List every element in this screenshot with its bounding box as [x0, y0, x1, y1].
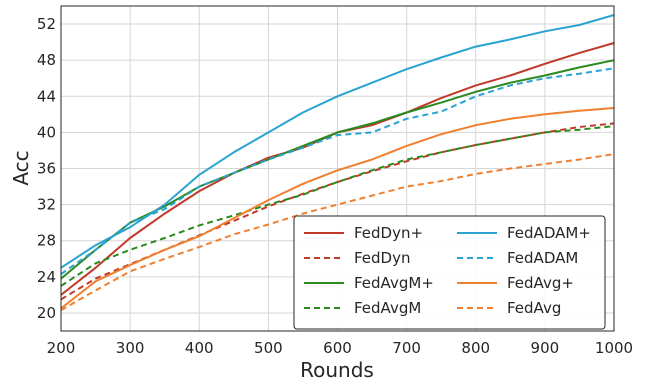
x-tick-label: 700 [392, 339, 421, 357]
y-tick-label: 36 [37, 160, 56, 178]
series-line-fedadam [60, 67, 615, 275]
x-tick-label: 900 [531, 339, 560, 357]
y-tick-labels: 20 24 28 32 36 40 44 48 52 [37, 15, 56, 322]
y-tick-label: 52 [37, 15, 56, 33]
y-tick-label: 40 [37, 123, 56, 141]
legend-label: FedADAM+ [507, 224, 591, 242]
x-tick-label: 300 [116, 339, 145, 357]
x-tick-label: 500 [254, 339, 283, 357]
x-tick-labels: 200 300 400 500 600 700 800 900 1000 [47, 339, 633, 357]
x-tick-label: 400 [185, 339, 214, 357]
x-tick-label: 1000 [595, 339, 633, 357]
x-tick-label: 600 [323, 339, 352, 357]
y-tick-label: 24 [37, 268, 56, 286]
series-line-fedadam-plus [60, 14, 615, 269]
series-line-fedavgm [60, 125, 615, 287]
y-axis-label: Acc [9, 150, 33, 185]
y-tick-label: 20 [37, 304, 56, 322]
x-tick-label: 800 [461, 339, 490, 357]
y-tick-label: 32 [37, 196, 56, 214]
series-lines [60, 14, 615, 312]
series-line-fedavg [60, 153, 615, 312]
legend-label: FedDyn+ [354, 224, 423, 242]
plot-frame [60, 5, 615, 332]
y-tick-label: 28 [37, 232, 56, 250]
legend: FedDyn+ FedDyn FedAvgM+ FedAvgM FedADAM+ FedA… [293, 215, 606, 330]
x-axis-label: Rounds [300, 358, 374, 382]
legend-label: FedAvgM+ [354, 274, 434, 292]
legend-label: FedAvg+ [507, 274, 574, 292]
series-line-fedavg-plus [60, 107, 615, 310]
legend-label: FedAvg [507, 299, 561, 317]
legend-label: FedADAM [507, 249, 578, 267]
y-tick-label: 48 [37, 51, 56, 69]
legend-label: FedAvgM [354, 299, 421, 317]
legend-box [293, 215, 606, 330]
x-tick-label: 200 [47, 339, 76, 357]
y-tick-label: 44 [37, 87, 56, 105]
legend-label: FedDyn [354, 249, 411, 267]
